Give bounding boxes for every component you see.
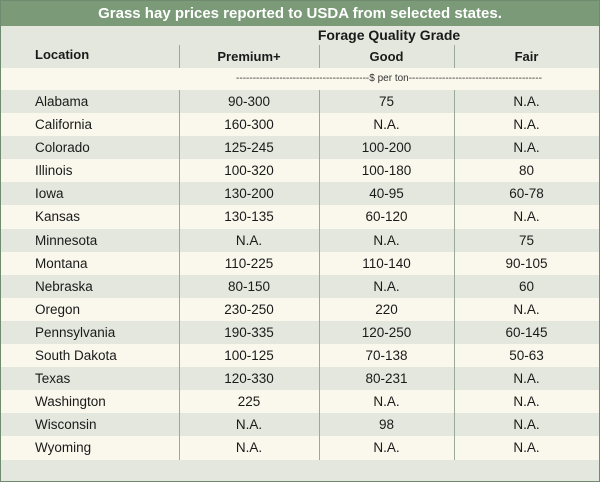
- location-cell: Oregon: [35, 301, 81, 317]
- table-title: Grass hay prices reported to USDA from s…: [1, 1, 599, 26]
- table-row: Pennsylvania 190-335 120-250 60-145: [1, 320, 599, 345]
- good-cell: 120-250: [361, 324, 412, 340]
- fair-cell: N.A.: [513, 94, 540, 109]
- premium-cell: 190-335: [224, 324, 274, 340]
- forage-grade-header: Forage Quality Grade: [317, 27, 461, 43]
- good-cell: 100-200: [361, 140, 412, 156]
- premium-header: Premium+: [217, 49, 281, 64]
- good-cell: 100-180: [361, 163, 412, 179]
- column-divider: [179, 45, 180, 68]
- premium-cell: 80-150: [227, 278, 271, 294]
- column-divider: [454, 45, 455, 68]
- location-cell: Colorado: [35, 140, 90, 156]
- location-cell: Illinois: [35, 163, 73, 179]
- location-cell: Alabama: [35, 94, 89, 109]
- fair-cell: 60-145: [505, 324, 548, 340]
- good-cell: 40-95: [369, 186, 404, 202]
- fair-header: Fair: [514, 49, 539, 64]
- good-cell: 98: [378, 417, 395, 433]
- table-row: Montana 110-225 110-140 90-105: [1, 251, 599, 275]
- location-cell: Wyoming: [35, 440, 92, 456]
- column-divider: [319, 45, 320, 68]
- premium-cell: 160-300: [224, 117, 274, 133]
- fair-cell: N.A.: [513, 140, 540, 156]
- table-footer-band: [1, 460, 599, 481]
- premium-cell: 130-135: [224, 209, 274, 225]
- unit-row: ----------------------------------------…: [1, 68, 599, 90]
- location-cell: Texas: [35, 371, 71, 387]
- good-cell: 110-140: [362, 255, 411, 271]
- location-cell: Washington: [35, 394, 106, 410]
- fair-cell: 50-63: [509, 348, 544, 364]
- fair-cell: N.A.: [513, 417, 540, 433]
- location-cell: Pennsylvania: [35, 324, 116, 340]
- fair-cell: 80: [518, 163, 535, 179]
- fair-cell: N.A.: [513, 394, 540, 410]
- table-row: Colorado 125-245 100-200 N.A.: [1, 136, 599, 160]
- table-row: Illinois 100-320 100-180 80: [1, 159, 599, 183]
- table-row: Washington 225 N.A. N.A.: [1, 390, 599, 414]
- location-cell: Minnesota: [35, 232, 98, 248]
- fair-cell: N.A.: [513, 371, 540, 387]
- fair-cell: 75: [518, 232, 535, 248]
- fair-cell: N.A.: [513, 117, 540, 133]
- good-cell: 60-120: [365, 209, 408, 225]
- good-cell: N.A.: [373, 278, 400, 294]
- location-cell: Kansas: [35, 209, 81, 225]
- column-divider: [454, 90, 455, 460]
- premium-cell: 110-225: [224, 255, 274, 271]
- table-row: California 160-300 N.A. N.A.: [1, 113, 599, 137]
- table-row: Alabama 90-300 75 N.A.: [1, 90, 599, 114]
- fair-cell: N.A.: [513, 301, 540, 317]
- location-cell: Montana: [35, 255, 88, 271]
- good-cell: 220: [375, 301, 398, 317]
- table-body: Alabama 90-300 75 N.A. California 160-300 N.A.…: [1, 90, 599, 460]
- fair-cell: 90-105: [505, 255, 548, 271]
- table-row: Iowa 130-200 40-95 60-78: [1, 182, 599, 206]
- premium-cell: 120-330: [224, 371, 274, 387]
- fair-cell: N.A.: [513, 440, 540, 456]
- table-row: Nebraska 80-150 N.A. 60: [1, 274, 599, 298]
- good-header: Good: [369, 49, 404, 64]
- table-row: Texas 120-330 80-231 N.A.: [1, 367, 599, 391]
- good-cell: N.A.: [373, 440, 400, 456]
- premium-cell: 100-125: [224, 348, 274, 364]
- unit-label: ----------------------------------------…: [236, 73, 542, 84]
- table-row: Wyoming N.A. N.A. N.A.: [1, 436, 599, 460]
- table-row: Kansas 130-135 60-120 N.A.: [1, 205, 599, 229]
- location-cell: Iowa: [35, 186, 64, 202]
- premium-cell: 225: [237, 394, 261, 410]
- premium-cell: 100-320: [224, 163, 274, 179]
- location-header: Location: [35, 47, 90, 62]
- table-row: Oregon 230-250 220 N.A.: [1, 297, 599, 321]
- table-row: Wisconsin N.A. 98 N.A.: [1, 413, 599, 437]
- table-row: South Dakota 100-125 70-138 50-63: [1, 344, 599, 368]
- premium-cell: 130-200: [224, 186, 274, 202]
- column-divider: [319, 90, 320, 460]
- premium-cell: N.A.: [235, 417, 263, 433]
- location-cell: Nebraska: [35, 278, 93, 294]
- table-row: Minnesota N.A. N.A. 75: [1, 228, 599, 252]
- good-cell: 75: [378, 94, 395, 109]
- good-cell: N.A.: [373, 232, 400, 248]
- premium-cell: 90-300: [227, 94, 271, 109]
- premium-cell: 230-250: [224, 301, 274, 317]
- location-cell: South Dakota: [35, 348, 117, 364]
- premium-cell: N.A.: [235, 232, 263, 248]
- fair-cell: N.A.: [513, 209, 540, 225]
- good-cell: N.A.: [373, 394, 400, 410]
- premium-cell: 125-245: [224, 140, 274, 156]
- location-cell: California: [35, 117, 93, 133]
- fair-cell: 60-78: [509, 186, 544, 202]
- good-cell: N.A.: [373, 117, 400, 133]
- premium-cell: N.A.: [235, 440, 263, 456]
- location-cell: Wisconsin: [35, 417, 97, 433]
- good-cell: 80-231: [365, 371, 408, 387]
- column-divider: [179, 90, 180, 460]
- table-header: Location Forage Quality Grade Premium+ G…: [1, 26, 599, 68]
- good-cell: 70-138: [365, 348, 408, 364]
- fair-cell: 60: [518, 278, 535, 294]
